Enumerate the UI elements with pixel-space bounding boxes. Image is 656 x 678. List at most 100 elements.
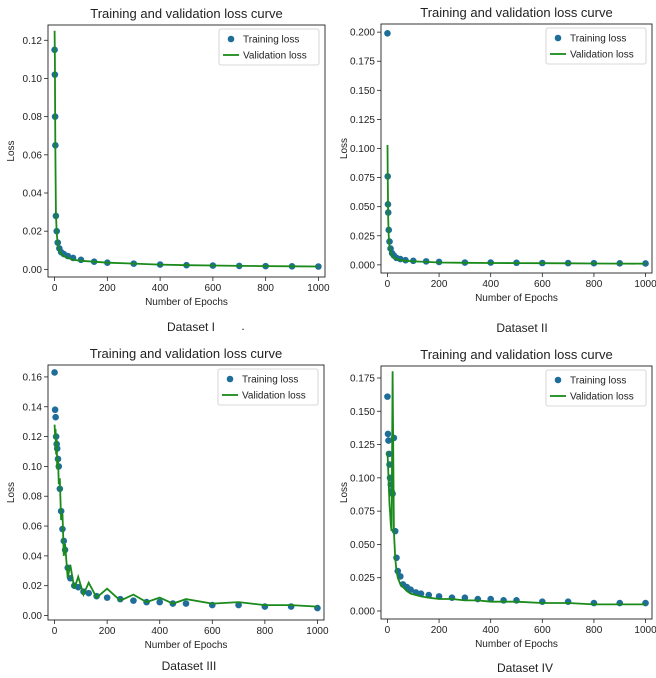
x-tick-label: 1000 (634, 625, 656, 636)
y-tick-label: 0.02 (23, 227, 43, 238)
y-tick-label: 0.100 (350, 473, 375, 484)
legend-validation-label: Validation loss (570, 50, 634, 61)
caption-dataset-1: Dataset I (167, 320, 215, 334)
x-tick-label: 600 (534, 625, 551, 636)
y-axis-label: Loss (339, 482, 350, 503)
y-tick-label: 0.125 (350, 440, 375, 451)
chart-dataset-2: Training and validation loss curve 0 200 40… (339, 5, 656, 304)
x-tick-label: 800 (257, 626, 274, 637)
x-axis-label: Number of Epochs (475, 293, 558, 304)
x-tick-label: 0 (385, 279, 391, 290)
training-loss-point (393, 554, 400, 562)
x-tick-label: 600 (205, 283, 222, 294)
training-loss-point (384, 30, 391, 37)
stray-mark: . (241, 319, 244, 333)
chart-dataset-4: Training and validation loss curve 0 200 40… (339, 347, 656, 650)
x-tick-label: 600 (204, 626, 221, 637)
legend-training-marker (226, 375, 234, 383)
y-tick-label: 0.04 (23, 551, 43, 562)
training-loss-point (130, 597, 137, 604)
validation-loss-line (53, 30, 319, 268)
x-tick-label: 1000 (306, 626, 329, 637)
training-loss-point (500, 597, 507, 604)
y-tick-label: 0.200 (350, 28, 375, 39)
training-loss-point (103, 594, 111, 601)
y-tick-label: 0.12 (23, 432, 43, 443)
training-loss-markers (384, 393, 649, 607)
training-loss-point (52, 413, 59, 421)
y-tick-label: 0.02 (23, 581, 43, 592)
training-loss-point (385, 437, 392, 444)
y-tick-label: 0.150 (350, 86, 375, 97)
plot-frame (47, 24, 326, 278)
y-tick-label: 0.000 (350, 607, 375, 618)
legend-validation-label: Validation loss (243, 51, 307, 62)
y-tick-label: 0.10 (23, 462, 43, 473)
plot-frame (380, 365, 653, 620)
y-tick-label: 0.08 (23, 112, 43, 123)
y-tick-label: 0.025 (350, 573, 375, 584)
y-tick-label: 0.100 (350, 144, 375, 155)
legend-box (545, 369, 647, 407)
y-axis-label: Loss (339, 138, 350, 159)
legend-training-label: Training loss (570, 376, 626, 387)
training-loss-point (182, 600, 190, 607)
y-tick-label: 0.025 (350, 231, 375, 242)
x-tick-label: 400 (482, 279, 499, 290)
training-loss-point (156, 598, 164, 606)
training-loss-markers (51, 46, 322, 270)
y-tick-label: 0.150 (350, 407, 375, 418)
x-tick-label: 200 (99, 626, 116, 637)
training-loss-point (642, 599, 649, 607)
training-loss-point (51, 406, 59, 414)
training-loss-point (539, 598, 546, 605)
y-tick-label: 0.175 (350, 373, 375, 384)
y-tick-label: 0.16 (23, 372, 43, 383)
x-tick-label: 1000 (307, 283, 330, 294)
y-tick-label: 0.075 (350, 173, 375, 184)
y-tick-label: 0.050 (350, 202, 375, 213)
x-tick-label: 200 (431, 625, 448, 636)
training-loss-markers (384, 30, 649, 267)
x-tick-label: 0 (52, 626, 58, 637)
legend-validation-label: Validation loss (570, 392, 634, 403)
x-axis-label: Number of Epochs (145, 297, 228, 308)
x-tick-label: 600 (534, 279, 551, 290)
x-tick-label: 200 (99, 283, 116, 294)
training-loss-point (384, 393, 391, 400)
x-tick-label: 0 (385, 625, 391, 636)
training-loss-point (616, 599, 624, 607)
x-tick-label: 0 (52, 283, 58, 294)
y-tick-label: 0.12 (23, 36, 43, 47)
legend-box (218, 28, 320, 66)
chart-title: Training and validation loss curve (90, 6, 282, 21)
chart-title: Training and validation loss curve (420, 5, 612, 20)
y-tick-label: 0.050 (350, 540, 375, 551)
y-tick-label: 0.04 (23, 189, 43, 200)
legend-validation-label: Validation loss (242, 391, 306, 402)
y-tick-label: 0.00 (23, 265, 43, 276)
x-tick-label: 400 (151, 626, 168, 637)
legend-training-marker (554, 376, 562, 384)
y-tick-label: 0.08 (23, 492, 43, 503)
training-loss-point (51, 369, 58, 376)
x-axis-label: Number of Epochs (475, 639, 558, 650)
chart-title: Training and validation loss curve (90, 346, 282, 361)
caption-dataset-3: Dataset III (162, 659, 217, 673)
validation-loss-line (386, 144, 646, 265)
training-loss-point (315, 263, 322, 270)
y-tick-label: 0.125 (350, 115, 375, 126)
y-tick-label: 0.06 (23, 522, 43, 533)
legend-training-label: Training loss (570, 34, 626, 45)
y-tick-label: 0.000 (350, 260, 375, 271)
x-tick-label: 800 (257, 283, 274, 294)
chart-title: Training and validation loss curve (420, 347, 612, 362)
chart-dataset-1: Training and validation loss curve 0 200 40… (6, 6, 330, 308)
x-tick-label: 1000 (634, 279, 656, 290)
legend-training-marker (227, 35, 235, 43)
plot-frame (47, 364, 325, 621)
training-loss-point (590, 599, 598, 607)
validation-loss-line (53, 424, 318, 608)
training-loss-point (235, 601, 242, 609)
